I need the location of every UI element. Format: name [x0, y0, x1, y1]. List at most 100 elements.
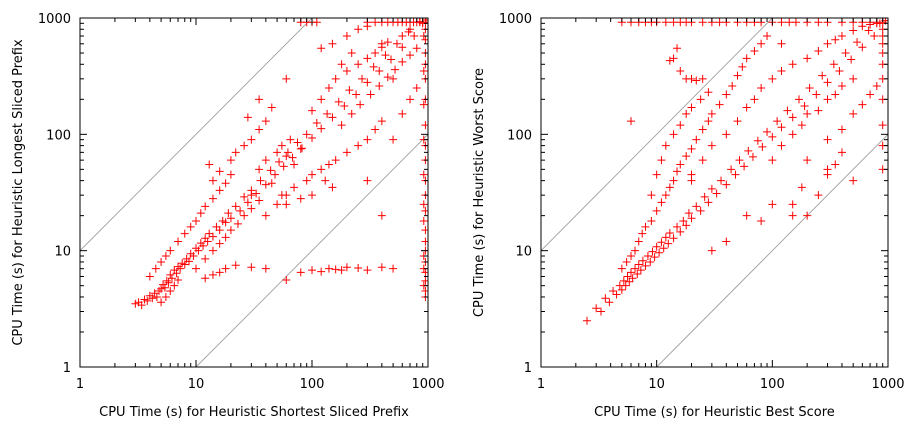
data-point — [389, 74, 398, 83]
data-point — [664, 239, 673, 248]
data-point — [308, 191, 316, 200]
data-point — [738, 62, 747, 71]
x-tick-label: 100 — [760, 377, 785, 392]
data-point — [421, 237, 428, 246]
data-point — [345, 86, 354, 95]
data-point — [215, 226, 224, 235]
data-point — [596, 307, 605, 316]
data-point — [342, 32, 351, 41]
data-point — [152, 292, 161, 301]
data-point — [137, 301, 146, 310]
data-point — [398, 57, 407, 66]
data-point — [208, 232, 217, 241]
data-point — [389, 135, 398, 144]
data-point — [788, 130, 797, 139]
data-point — [398, 109, 407, 118]
data-point — [363, 176, 372, 185]
data-point — [641, 261, 650, 270]
data-point — [377, 117, 386, 126]
data-point — [421, 206, 428, 215]
data-point — [698, 125, 707, 134]
data-point — [356, 100, 365, 109]
data-point — [731, 170, 740, 179]
data-point — [296, 268, 305, 277]
data-point — [247, 263, 256, 272]
data-point — [255, 196, 264, 205]
data-point — [243, 198, 252, 207]
data-point — [727, 165, 736, 174]
data-point — [797, 121, 806, 130]
data-point — [768, 156, 777, 165]
data-point — [803, 109, 812, 118]
data-point — [733, 117, 742, 126]
data-point — [864, 26, 873, 35]
data-point — [722, 130, 731, 139]
data-point — [324, 160, 333, 169]
data-point — [170, 281, 179, 290]
data-point — [226, 214, 235, 223]
data-point — [199, 241, 208, 250]
data-point — [412, 84, 421, 93]
data-point — [421, 18, 428, 27]
data-point — [286, 135, 295, 144]
data-point — [763, 127, 772, 136]
data-point — [849, 109, 858, 118]
data-point — [687, 214, 696, 223]
data-point — [151, 264, 160, 273]
data-point — [261, 211, 270, 220]
data-point — [406, 95, 415, 104]
data-point — [157, 284, 166, 293]
data-point — [692, 76, 701, 85]
data-point — [853, 38, 862, 47]
y-tick-label: 1000 — [499, 12, 532, 27]
data-point — [657, 198, 666, 207]
data-point — [267, 103, 276, 112]
data-point — [282, 152, 291, 161]
data-point — [160, 283, 169, 292]
data-point — [849, 176, 858, 185]
x-tick-label: 1000 — [411, 377, 444, 392]
data-point — [290, 160, 299, 169]
data-point — [707, 246, 716, 255]
data-point — [363, 266, 372, 275]
data-point — [647, 216, 656, 225]
data-point — [661, 191, 670, 200]
data-point — [406, 51, 415, 60]
data-point — [758, 142, 767, 151]
data-point — [847, 55, 856, 64]
data-point — [669, 18, 678, 27]
data-point — [631, 246, 640, 255]
data-point — [619, 276, 628, 285]
data-point — [389, 264, 398, 273]
data-point — [317, 95, 326, 104]
data-point — [371, 125, 380, 134]
data-point — [381, 51, 390, 60]
data-point — [180, 260, 189, 269]
data-point — [208, 270, 217, 279]
data-point — [347, 49, 356, 58]
data-point — [143, 296, 152, 305]
data-point — [634, 260, 643, 269]
data-point — [831, 90, 840, 99]
data-point — [814, 191, 823, 200]
data-point — [277, 141, 286, 150]
data-point — [696, 95, 705, 104]
data-point — [627, 251, 636, 260]
data-point — [657, 156, 666, 165]
data-point — [354, 25, 363, 34]
data-point — [383, 38, 392, 47]
data-point — [647, 191, 656, 200]
data-point — [208, 176, 217, 185]
data-point — [419, 216, 428, 225]
data-point — [638, 229, 647, 238]
data-point — [669, 176, 678, 185]
data-point — [236, 206, 245, 215]
data-point — [777, 39, 786, 48]
data-point — [625, 277, 634, 286]
data-point — [777, 67, 786, 76]
data-point — [215, 186, 224, 195]
data-point — [410, 32, 419, 41]
data-point — [661, 233, 670, 242]
data-point — [768, 74, 777, 83]
